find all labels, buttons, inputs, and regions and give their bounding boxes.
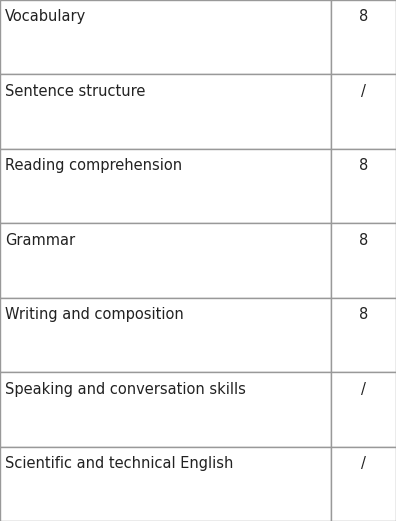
Bar [331, 224, 396, 297]
Text: Sentence structure: Sentence structure [5, 84, 145, 99]
Bar [0, 0, 331, 75]
Bar [331, 446, 396, 521]
Text: Reading comprehension: Reading comprehension [5, 158, 182, 173]
Bar [331, 75, 396, 149]
Bar [0, 224, 331, 297]
Bar [331, 297, 396, 372]
Bar [0, 75, 331, 149]
Text: 8: 8 [359, 158, 368, 173]
Text: /: / [361, 84, 366, 99]
Bar [0, 149, 331, 224]
Text: 8: 8 [359, 9, 368, 24]
Text: Writing and composition: Writing and composition [5, 307, 183, 322]
Text: Grammar: Grammar [5, 233, 75, 247]
Bar [0, 297, 331, 372]
Text: Vocabulary: Vocabulary [5, 9, 86, 24]
Text: 8: 8 [359, 307, 368, 322]
Bar [0, 372, 331, 446]
Text: 8: 8 [359, 233, 368, 247]
Bar [0, 446, 331, 521]
Bar [331, 0, 396, 75]
Text: Speaking and conversation skills: Speaking and conversation skills [5, 381, 246, 396]
Text: /: / [361, 456, 366, 471]
Text: /: / [361, 381, 366, 396]
Text: Scientific and technical English: Scientific and technical English [5, 456, 233, 471]
Bar [331, 372, 396, 446]
Bar [331, 149, 396, 224]
